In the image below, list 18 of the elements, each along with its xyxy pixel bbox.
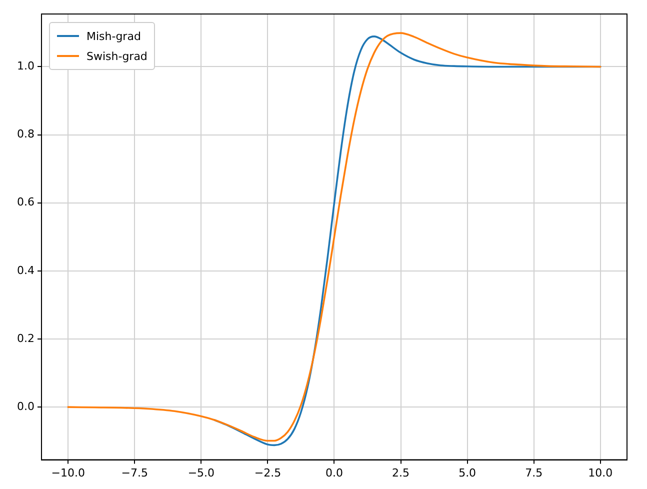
y-tick-label: 0.2: [16, 332, 34, 345]
x-tick-label: −7.5: [121, 466, 148, 480]
y-tick-label: 0.6: [16, 196, 34, 209]
x-tick-label: 5.0: [458, 466, 476, 480]
y-tick-label: 0.8: [16, 128, 34, 141]
x-tick-label: 2.5: [392, 466, 410, 480]
line-series: [67, 32, 602, 442]
x-tick-label: −2.5: [254, 466, 282, 480]
legend-label: Mish-grad: [86, 30, 141, 42]
x-tick-label: 10.0: [588, 466, 613, 480]
y-tick-label: 1.0: [16, 60, 34, 73]
x-tick-label: −10.0: [51, 466, 85, 480]
x-tick-label: 0.0: [325, 466, 343, 480]
legend-label: Swish-grad: [86, 50, 148, 62]
x-tick-label: −5.0: [188, 466, 215, 480]
y-tick-label: 0.4: [16, 264, 34, 277]
x-tick-label: 7.5: [525, 466, 543, 480]
y-tick-label: 0.0: [16, 400, 34, 413]
